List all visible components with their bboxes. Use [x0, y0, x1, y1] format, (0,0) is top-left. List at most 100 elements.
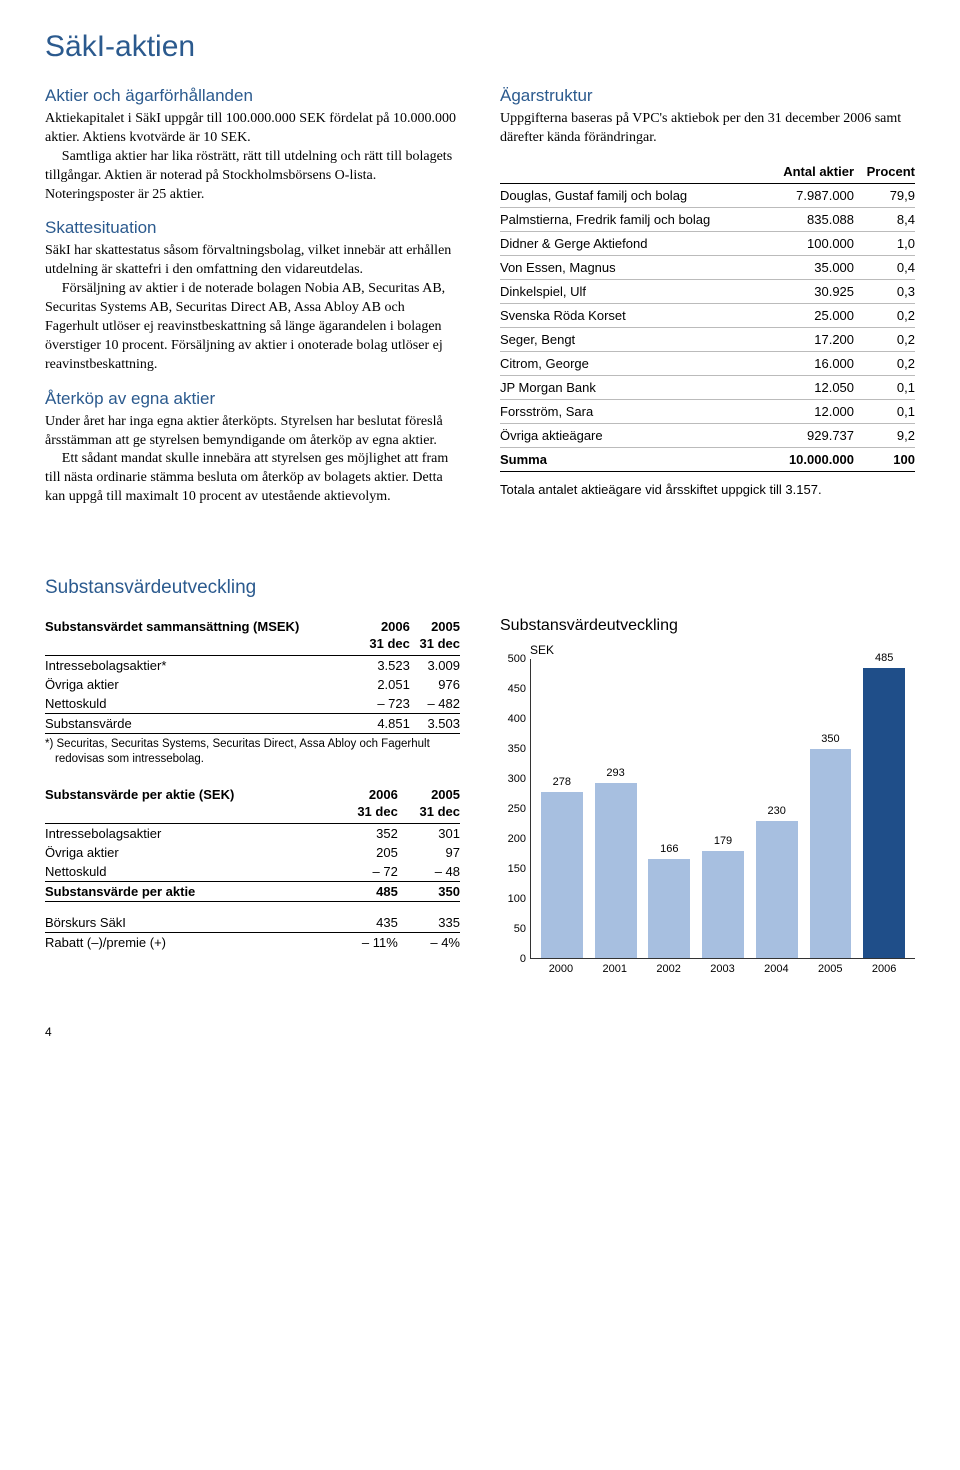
cell-label: Rabatt (–)/premie (+) [45, 933, 336, 953]
table-row: Nettoskuld– 723– 482 [45, 694, 460, 714]
chart-bar-label: 350 [821, 733, 839, 745]
table-row: Douglas, Gustaf familj och bolag7.987.00… [500, 183, 915, 207]
chart-y-tick: 250 [508, 803, 526, 815]
cell-value: 335 [398, 913, 460, 933]
cell-label: Övriga aktier [45, 843, 336, 862]
table-header-name [500, 160, 765, 184]
table-sum-row: Substansvärde per aktie485350 [45, 881, 460, 901]
chart-bar: 230 [756, 821, 798, 959]
nav-composition-table: Substansvärdet sammansättning (MSEK) 200… [45, 617, 460, 734]
upper-two-column-layout: Aktier och ägarförhållanden Aktiekapital… [45, 86, 915, 507]
cell-label: Nettoskuld [45, 862, 336, 882]
cell-shares: 17.200 [765, 327, 854, 351]
chart-bar: 485 [863, 668, 905, 958]
cell-label: Substansvärde [45, 713, 360, 733]
table-header-2006: 200631 dec [336, 785, 398, 823]
cell-label: Nettoskuld [45, 694, 360, 714]
cell-percent: 0,3 [854, 279, 915, 303]
cell-shares: 35.000 [765, 255, 854, 279]
cell-value: – 72 [336, 862, 398, 882]
table-row: Nettoskuld– 72– 48 [45, 862, 460, 882]
cell-name: Citrom, George [500, 351, 765, 375]
cell-shares: 835.088 [765, 207, 854, 231]
chart-y-tick: 150 [508, 863, 526, 875]
table-sum-row: Summa10.000.000100 [500, 447, 915, 471]
chart-bar-slot: 485 [857, 659, 911, 958]
table-row: JP Morgan Bank12.0500,1 [500, 375, 915, 399]
body-text: Uppgifterna baseras på VPC's aktiebok pe… [500, 110, 915, 148]
chart-x-tick: 2003 [696, 959, 750, 975]
cell-name: Von Essen, Magnus [500, 255, 765, 279]
table-row: Svenska Röda Korset25.0000,2 [500, 303, 915, 327]
cell-value: 350 [398, 881, 460, 901]
section-heading-shares: Aktier och ägarförhållanden [45, 86, 460, 106]
section-heading-buyback: Återköp av egna aktier [45, 389, 460, 409]
table-title: Substansvärdet sammansättning (MSEK) [45, 617, 360, 655]
cell-value: 3.009 [410, 655, 460, 675]
cell-percent: 0,1 [854, 399, 915, 423]
table-row: Övriga aktieägare929.7379,2 [500, 423, 915, 447]
cell-name: Summa [500, 447, 765, 471]
cell-name: Forsström, Sara [500, 399, 765, 423]
chart-y-tick: 500 [508, 653, 526, 665]
table-row: Intressebolagsaktier352301 [45, 823, 460, 843]
cell-percent: 0,2 [854, 303, 915, 327]
table-row: Övriga aktier2.051976 [45, 675, 460, 694]
chart-bar-slot: 230 [750, 659, 804, 958]
table-header-2006: 200631 dec [360, 617, 410, 655]
cell-percent: 8,4 [854, 207, 915, 231]
table-sum-row: Substansvärde4.8513.503 [45, 713, 460, 733]
chart-x-tick: 2005 [803, 959, 857, 975]
cell-shares: 12.000 [765, 399, 854, 423]
nav-per-share-table: Substansvärde per aktie (SEK) 200631 dec… [45, 785, 460, 952]
page-number: 4 [45, 1025, 915, 1039]
left-column: Aktier och ägarförhållanden Aktiekapital… [45, 86, 460, 507]
table-header-percent: Procent [854, 160, 915, 184]
chart-bar-label: 293 [606, 767, 624, 779]
cell-value: – 482 [410, 694, 460, 714]
cell-name: Seger, Bengt [500, 327, 765, 351]
chart-y-tick: 200 [508, 833, 526, 845]
chart-y-axis: 500450400350300250200150100500 [500, 659, 530, 959]
cell-value: – 11% [336, 933, 398, 953]
cell-name: Övriga aktieägare [500, 423, 765, 447]
chart-bar-slot: 293 [589, 659, 643, 958]
section-heading-tax: Skattesituation [45, 218, 460, 238]
body-text: Försäljning av aktier i de noterade bola… [45, 280, 460, 374]
page-title: SäkI-aktien [45, 30, 915, 64]
chart-plot-area: 278293166179230350485 [530, 659, 915, 959]
chart-y-label: SEK [530, 643, 915, 657]
chart-x-tick: 2002 [642, 959, 696, 975]
table-row: Övriga aktier20597 [45, 843, 460, 862]
table-row: Börskurs SäkI435335 [45, 913, 460, 933]
cell-value: – 723 [360, 694, 410, 714]
chart-bar: 350 [810, 749, 852, 958]
cell-name: Dinkelspiel, Ulf [500, 279, 765, 303]
table-row: Didner & Gerge Aktiefond100.0001,0 [500, 231, 915, 255]
section-heading-ownership: Ägarstruktur [500, 86, 915, 106]
cell-value: 205 [336, 843, 398, 862]
table-header-2005: 200531 dec [410, 617, 460, 655]
cell-value: 4.851 [360, 713, 410, 733]
chart-column: Substansvärdeutveckling SEK 500450400350… [500, 617, 915, 975]
chart-bar: 278 [541, 792, 583, 958]
cell-value: 97 [398, 843, 460, 862]
body-text: Under året har inga egna aktier återköpt… [45, 413, 460, 451]
cell-percent: 79,9 [854, 183, 915, 207]
chart-y-tick: 350 [508, 743, 526, 755]
table-row: Dinkelspiel, Ulf30.9250,3 [500, 279, 915, 303]
chart-y-tick: 300 [508, 773, 526, 785]
cell-name: Svenska Röda Korset [500, 303, 765, 327]
shareholder-count-text: Totala antalet aktieägare vid årsskiftet… [500, 482, 915, 497]
cell-shares: 25.000 [765, 303, 854, 327]
table-title: Substansvärde per aktie (SEK) [45, 785, 336, 823]
cell-shares: 16.000 [765, 351, 854, 375]
chart-y-tick: 100 [508, 893, 526, 905]
cell-value: – 4% [398, 933, 460, 953]
cell-percent: 0,1 [854, 375, 915, 399]
chart-bar-label: 166 [660, 843, 678, 855]
chart-title: Substansvärdeutveckling [500, 617, 915, 635]
cell-label: Intressebolagsaktier* [45, 655, 360, 675]
table-row: Forsström, Sara12.0000,1 [500, 399, 915, 423]
chart-bar-slot: 350 [804, 659, 858, 958]
